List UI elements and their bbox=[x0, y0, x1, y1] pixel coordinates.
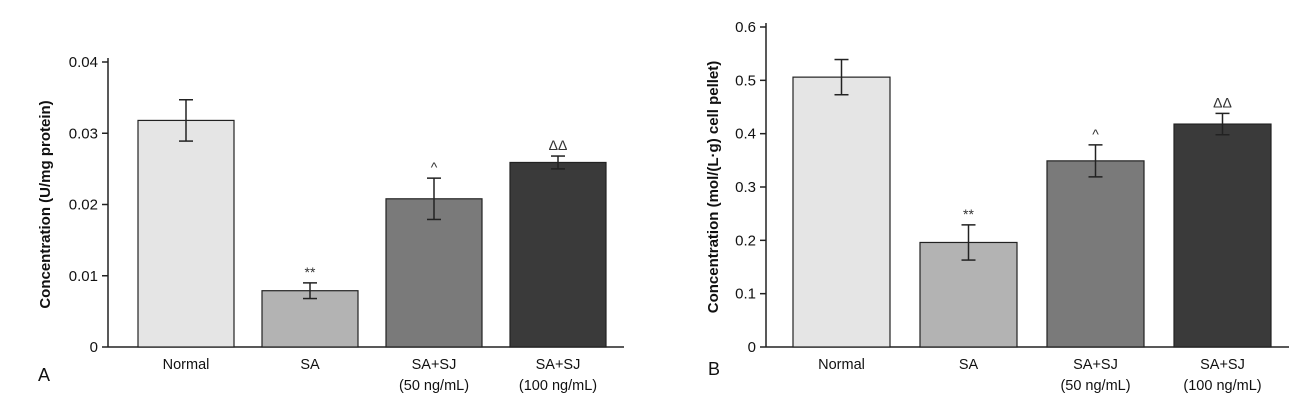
bar bbox=[792, 76, 891, 348]
category-label: SA+SJ bbox=[536, 357, 581, 373]
y-tick-label: 0.1 bbox=[735, 286, 756, 303]
y-tick-label: 0.04 bbox=[69, 54, 98, 71]
bar bbox=[509, 161, 607, 348]
category-label: (100 ng/mL) bbox=[519, 378, 597, 394]
significance-label: ** bbox=[963, 206, 974, 222]
category-label: SA bbox=[300, 357, 320, 373]
panel-b: 0 0.1 0.2 0.3 0.4 0.5 0.6 Concentration (mol/(L… bbox=[705, 19, 1289, 394]
panel-a: 0 0.01 0.02 0.03 0.04 Concentration (U/mg pro… bbox=[37, 54, 624, 394]
significance-label: ΔΔ bbox=[1213, 94, 1232, 110]
panel-letter: A bbox=[38, 365, 50, 385]
significance-label: ΔΔ bbox=[549, 137, 568, 153]
bar bbox=[1046, 160, 1145, 348]
y-tick-label: 0.01 bbox=[69, 268, 98, 285]
y-tick-label: 0.3 bbox=[735, 179, 756, 196]
y-tick-label: 0.5 bbox=[735, 72, 756, 89]
category-label: Normal bbox=[818, 357, 865, 373]
y-tick-label: 0.02 bbox=[69, 197, 98, 214]
significance-label: ** bbox=[305, 264, 316, 280]
bar bbox=[385, 198, 483, 348]
y-tick-label: 0 bbox=[748, 339, 756, 356]
significance-label: ^ bbox=[1092, 126, 1099, 142]
category-label: SA+SJ bbox=[1073, 357, 1118, 373]
y-tick-label: 0.4 bbox=[735, 126, 756, 143]
category-label: SA+SJ bbox=[412, 357, 457, 373]
y-tick-label: 0.6 bbox=[735, 19, 756, 36]
category-label: (100 ng/mL) bbox=[1183, 378, 1261, 394]
y-tick-label: 0.2 bbox=[735, 232, 756, 249]
significance-label: ^ bbox=[431, 159, 438, 175]
bar bbox=[137, 119, 235, 348]
panel-letter: B bbox=[708, 359, 720, 379]
category-label: (50 ng/mL) bbox=[1060, 378, 1130, 394]
category-label: SA+SJ bbox=[1200, 357, 1245, 373]
y-axis-label: Concentration (mol/(L·g) cell pellet) bbox=[705, 61, 722, 314]
category-label: SA bbox=[959, 357, 979, 373]
category-label: (50 ng/mL) bbox=[399, 378, 469, 394]
y-tick-label: 0.03 bbox=[69, 125, 98, 142]
category-label: Normal bbox=[163, 357, 210, 373]
y-axis-label: Concentration (U/mg protein) bbox=[37, 100, 54, 308]
y-tick-label: 0 bbox=[90, 339, 98, 356]
bar bbox=[1173, 123, 1272, 348]
